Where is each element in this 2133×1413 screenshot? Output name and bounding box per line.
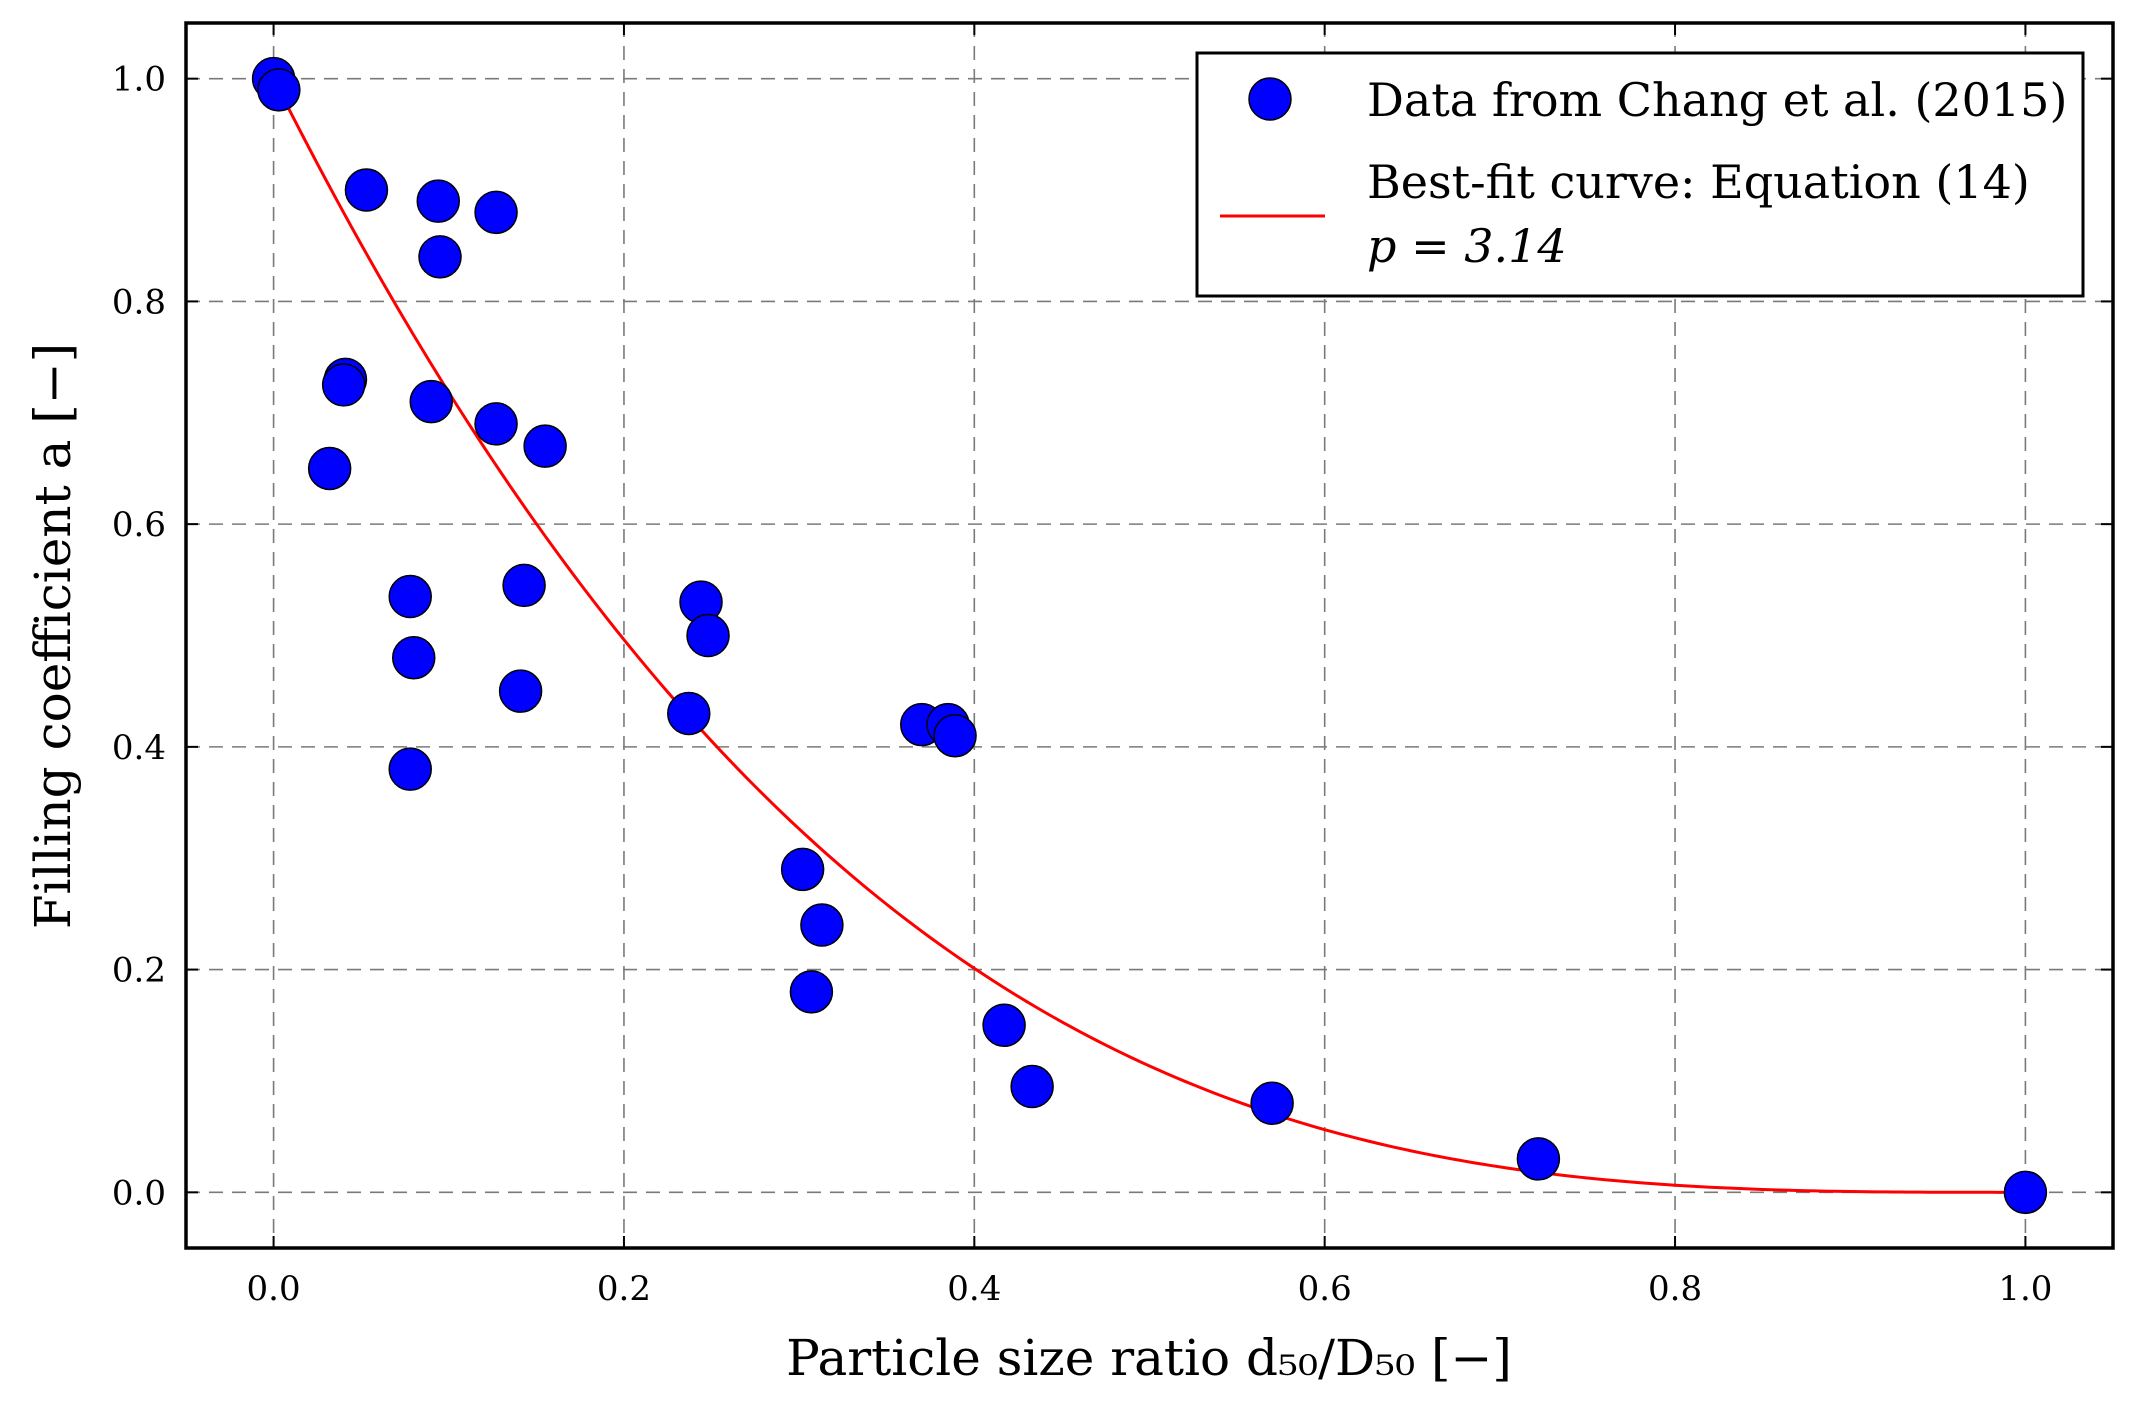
best-fit-curve-layer	[272, 78, 2026, 1194]
data-point	[474, 402, 518, 446]
data-point	[307, 446, 352, 491]
legend-frame	[1195, 51, 2085, 298]
data-point	[2003, 1170, 2048, 1215]
y-tick-label: 0.2	[112, 951, 166, 991]
x-tick-label: 0.0	[247, 1269, 301, 1309]
data-point	[1250, 1081, 1294, 1125]
x-tick-label: 0.6	[1298, 1269, 1352, 1309]
legend-label-curve: Best-fit curve: Equation (14)	[1367, 155, 2030, 209]
data-point	[388, 574, 432, 619]
data-point	[667, 691, 711, 736]
data-point	[257, 68, 301, 112]
data-point	[474, 190, 518, 235]
best-fit-curve	[272, 78, 2026, 1194]
data-point	[1010, 1064, 1054, 1109]
data-point	[1516, 1137, 1561, 1181]
y-tick-label: 0.8	[112, 282, 166, 322]
x-tick-label: 1.0	[1998, 1269, 2052, 1309]
legend-label-scatter: Data from Chang et al. (2015)	[1367, 73, 2067, 127]
data-point	[391, 636, 436, 680]
data-point	[686, 613, 730, 658]
grid	[186, 23, 2113, 1248]
ticks: 0.0 0.2 0.4 0.6 0.8 1.0 0.0 0.2 0.4 0.6 0.8 1.0	[112, 23, 2113, 1309]
data-point	[933, 713, 977, 758]
plot-frame	[184, 21, 2115, 1250]
legend-label-curve-parameter: p = 3.14	[1367, 219, 1567, 273]
data-point	[523, 424, 567, 468]
y-tick-label: 1.0	[112, 60, 166, 100]
y-tick-label: 0.4	[112, 728, 166, 768]
data-point	[789, 970, 834, 1014]
data-points-layer	[251, 56, 2048, 1215]
x-tick-label: 0.4	[947, 1269, 1001, 1309]
data-point	[388, 747, 432, 791]
data-point	[409, 379, 453, 424]
x-tick-label: 0.8	[1648, 1269, 1702, 1309]
x-axis-title: Particle size ratio d₅₀/D₅₀ [−]	[786, 1329, 1512, 1387]
data-point	[498, 669, 543, 713]
y-axis-title: Filling coefficient a [−]	[24, 343, 82, 929]
data-point	[800, 903, 844, 947]
legend-scatter-marker	[1248, 77, 1292, 121]
data-point	[344, 168, 389, 212]
y-tick-label: 0.0	[112, 1173, 166, 1213]
legend: Data from Chang et al. (2015) Best-fit c…	[1195, 51, 2085, 298]
data-point	[780, 847, 825, 892]
data-point	[502, 563, 546, 608]
data-point	[418, 235, 462, 279]
data-point	[982, 1003, 1026, 1048]
y-tick-label: 0.6	[112, 505, 166, 545]
data-point	[321, 363, 366, 407]
x-tick-label: 0.2	[597, 1269, 651, 1309]
data-point	[416, 179, 461, 223]
